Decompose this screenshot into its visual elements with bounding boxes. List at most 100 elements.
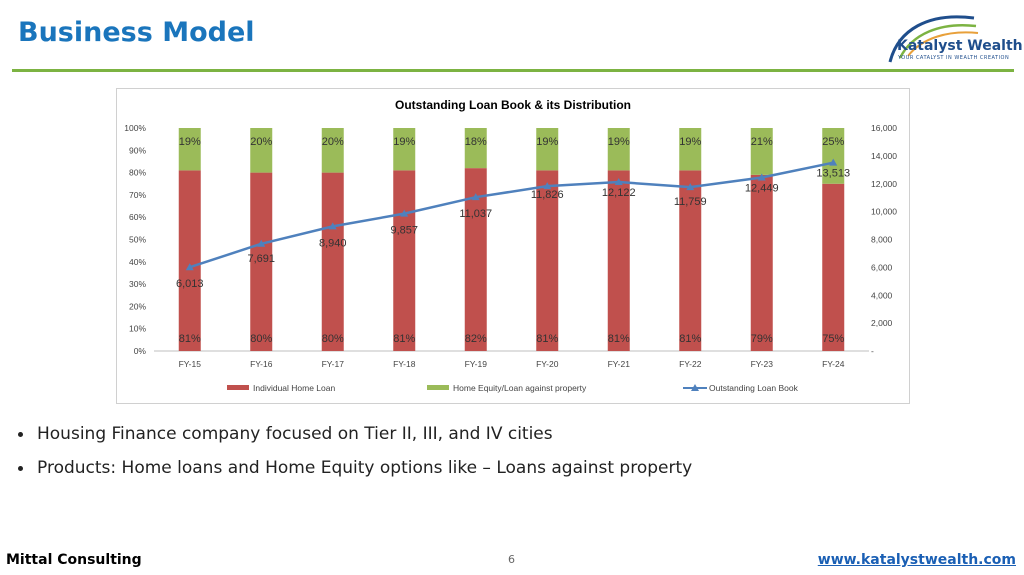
data-label-home-loan: 80% — [322, 333, 344, 345]
bullet-dot-icon — [18, 431, 23, 437]
y-right-tick-label: - — [871, 346, 874, 356]
x-tick-label: FY-24 — [822, 359, 845, 369]
bar-home-loan — [536, 170, 559, 351]
y-right-tick-label: 4,000 — [871, 290, 893, 300]
data-label-loan-book: 12,122 — [602, 187, 636, 199]
data-label-home-equity: 19% — [608, 136, 630, 148]
line-point — [400, 209, 409, 217]
y-left-tick-label: 30% — [129, 279, 146, 289]
chart-svg: Outstanding Loan Book & its Distribution… — [124, 98, 897, 393]
bar-home-loan — [750, 174, 773, 351]
bar-home-equity — [393, 128, 416, 171]
data-label-home-loan: 81% — [679, 333, 701, 345]
line-point — [614, 178, 623, 186]
bullet-item: Housing Finance company focused on Tier … — [18, 424, 692, 444]
y-right-tick-label: 12,000 — [871, 179, 897, 189]
chart-title: Outstanding Loan Book & its Distribution — [395, 98, 631, 112]
line-point — [471, 193, 480, 201]
bar-home-loan — [822, 183, 845, 351]
bar-home-equity — [250, 128, 273, 173]
logo-name: Katalyst Wealth — [897, 38, 1023, 54]
data-label-home-loan: 80% — [250, 333, 272, 345]
line-point — [829, 158, 838, 166]
data-label-home-equity: 18% — [465, 136, 487, 148]
x-tick-label: FY-16 — [250, 359, 273, 369]
bar-home-equity — [679, 128, 702, 171]
page-number: 6 — [508, 553, 515, 566]
legend-label-home-loan: Individual Home Loan — [253, 383, 335, 393]
footer-company: Mittal Consulting — [6, 552, 142, 568]
y-left-tick-label: 40% — [129, 257, 146, 267]
bar-home-equity — [464, 128, 487, 169]
y-left-tick-label: 80% — [129, 168, 146, 178]
bar-home-loan — [393, 170, 416, 351]
x-tick-label: FY-19 — [465, 359, 488, 369]
data-label-home-equity: 20% — [250, 136, 272, 148]
bar-home-equity — [178, 128, 201, 171]
bullet-list: Housing Finance company focused on Tier … — [18, 424, 692, 492]
data-label-home-equity: 21% — [751, 136, 773, 148]
bar-home-loan — [607, 170, 630, 351]
legend-marker-loan-book — [691, 384, 699, 391]
line-point — [185, 263, 194, 271]
data-label-loan-book: 12,449 — [745, 182, 779, 194]
data-label-loan-book: 7,691 — [247, 253, 275, 265]
y-left-tick-label: 60% — [129, 212, 146, 222]
x-tick-label: FY-22 — [679, 359, 702, 369]
line-outstanding-loan-book — [189, 161, 834, 269]
bar-home-loan — [250, 172, 273, 351]
x-tick-label: FY-21 — [608, 359, 631, 369]
x-tick-label: FY-15 — [179, 359, 202, 369]
line-point — [257, 239, 266, 247]
bar-home-loan — [321, 172, 344, 351]
bar-home-loan — [679, 170, 702, 351]
bullet-text: Housing Finance company focused on Tier … — [37, 424, 553, 444]
x-tick-label: FY-20 — [536, 359, 559, 369]
page-title: Business Model — [18, 17, 255, 48]
y-right-tick-label: 8,000 — [871, 235, 893, 245]
logo-tagline: YOUR CATALYST IN WEALTH CREATION — [898, 55, 1010, 61]
line-point — [757, 173, 766, 181]
bar-home-equity — [321, 128, 344, 173]
y-left-tick-label: 90% — [129, 145, 146, 155]
data-label-home-loan: 79% — [751, 333, 773, 345]
x-tick-label: FY-18 — [393, 359, 416, 369]
data-label-loan-book: 11,826 — [531, 189, 564, 201]
y-left-tick-label: 50% — [129, 235, 146, 245]
data-label-home-loan: 75% — [822, 333, 844, 345]
data-label-home-loan: 81% — [608, 333, 630, 345]
title-divider — [12, 69, 1014, 72]
data-label-home-equity: 20% — [322, 136, 344, 148]
line-point — [328, 222, 337, 230]
bar-home-equity — [607, 128, 630, 171]
bar-home-loan — [464, 168, 487, 351]
y-right-tick-label: 14,000 — [871, 151, 897, 161]
footer-website-link[interactable]: www.katalystwealth.com — [817, 552, 1016, 568]
y-right-tick-label: 10,000 — [871, 207, 897, 217]
data-label-home-loan: 81% — [536, 333, 558, 345]
data-label-home-equity: 25% — [822, 136, 844, 148]
line-point — [543, 182, 552, 190]
bar-home-loan — [178, 170, 201, 351]
data-label-home-equity: 19% — [393, 136, 415, 148]
bar-home-equity — [536, 128, 559, 171]
data-label-home-equity: 19% — [679, 136, 701, 148]
loan-book-chart: Outstanding Loan Book & its Distribution… — [116, 88, 910, 404]
y-left-tick-label: 20% — [129, 301, 146, 311]
data-label-loan-book: 13,513 — [816, 168, 850, 180]
y-left-tick-label: 70% — [129, 190, 146, 200]
y-left-tick-label: 0% — [134, 346, 147, 356]
data-label-loan-book: 8,940 — [319, 237, 347, 249]
legend-label-loan-book: Outstanding Loan Book — [709, 383, 799, 393]
x-tick-label: FY-23 — [751, 359, 774, 369]
legend-swatch-home-loan — [227, 385, 249, 390]
data-label-home-equity: 19% — [536, 136, 558, 148]
line-point — [686, 183, 695, 191]
data-label-loan-book: 11,037 — [459, 208, 492, 220]
bar-home-equity — [822, 128, 845, 184]
data-label-home-equity: 19% — [179, 136, 201, 148]
data-label-loan-book: 11,759 — [674, 196, 707, 208]
katalyst-logo-icon — [888, 15, 979, 63]
y-left-tick-label: 100% — [124, 123, 146, 133]
legend-swatch-home-equity — [427, 385, 449, 390]
